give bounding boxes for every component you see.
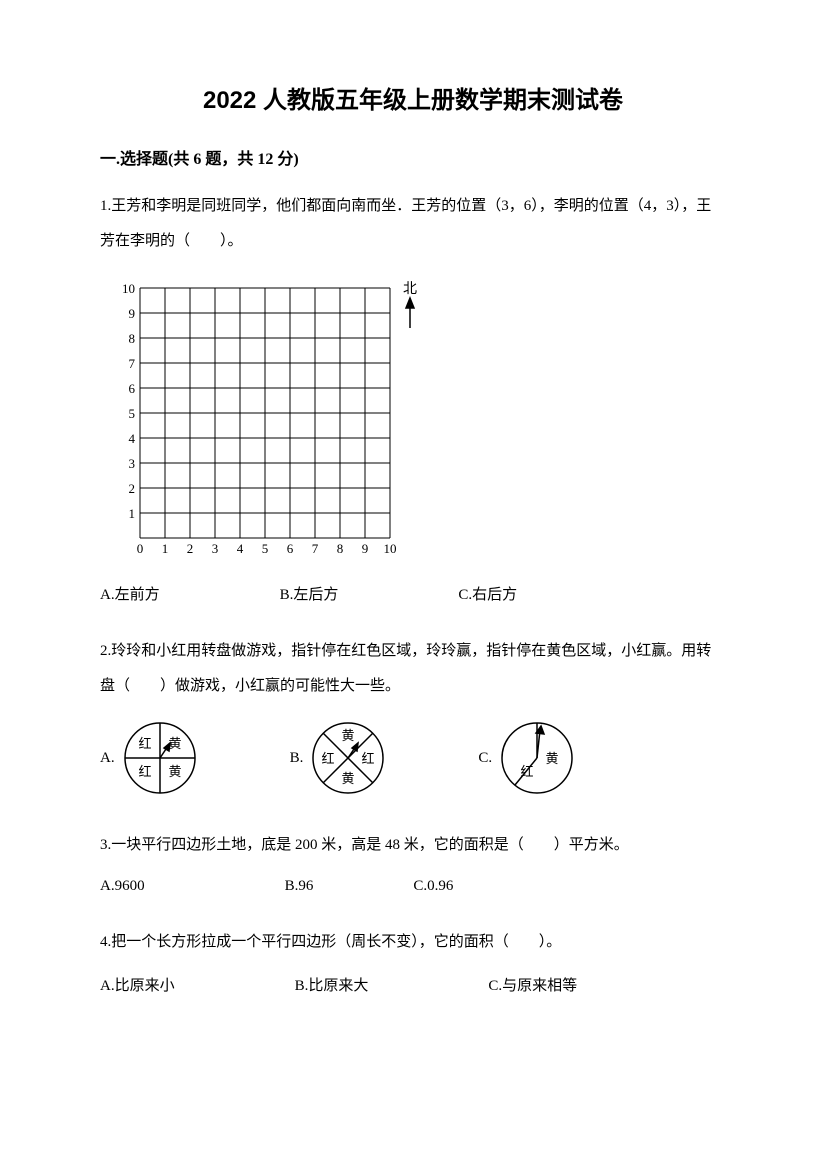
svg-text:9: 9 bbox=[129, 306, 136, 321]
option-b: B.比原来大 bbox=[295, 974, 369, 995]
spinner-b-label: B. bbox=[290, 750, 304, 767]
page-title: 2022 人教版五年级上册数学期末测试卷 bbox=[100, 80, 726, 115]
option-b: B.左后方 bbox=[280, 583, 339, 604]
svg-text:2: 2 bbox=[187, 541, 194, 556]
svg-text:5: 5 bbox=[129, 406, 136, 421]
option-c: C.右后方 bbox=[458, 583, 517, 604]
svg-text:10: 10 bbox=[384, 541, 397, 556]
svg-text:红: 红 bbox=[138, 764, 151, 779]
svg-text:0: 0 bbox=[137, 541, 144, 556]
svg-text:黄: 黄 bbox=[342, 728, 355, 743]
spinner-a-label: A. bbox=[100, 750, 115, 767]
spinner-a: A. 红 黄 红 黄 bbox=[100, 718, 200, 798]
svg-text:红: 红 bbox=[362, 751, 375, 766]
svg-text:2: 2 bbox=[129, 481, 136, 496]
svg-text:北: 北 bbox=[403, 281, 417, 297]
spinner-b: B. 黄 红 红 黄 bbox=[290, 718, 389, 798]
svg-text:3: 3 bbox=[129, 456, 136, 471]
question-2-spinners: A. 红 黄 红 黄 B. 黄 红 红 黄 bbox=[100, 718, 726, 798]
option-a: A.比原来小 bbox=[100, 974, 175, 995]
svg-text:10: 10 bbox=[122, 281, 135, 296]
svg-text:1: 1 bbox=[129, 506, 136, 521]
question-4-options: A.比原来小 B.比原来大 C.与原来相等 bbox=[100, 974, 726, 995]
svg-text:8: 8 bbox=[337, 541, 344, 556]
option-c: C.0.96 bbox=[413, 878, 453, 895]
svg-text:红: 红 bbox=[322, 751, 335, 766]
svg-text:黄: 黄 bbox=[168, 764, 181, 779]
question-3-options: A.9600 B.96 C.0.96 bbox=[100, 878, 726, 895]
svg-text:7: 7 bbox=[129, 356, 136, 371]
svg-text:8: 8 bbox=[129, 331, 136, 346]
svg-text:5: 5 bbox=[262, 541, 269, 556]
svg-text:6: 6 bbox=[129, 381, 136, 396]
svg-text:4: 4 bbox=[129, 431, 136, 446]
question-3-text: 3.一块平行四边形土地，底是 200 米，高是 48 米，它的面积是（ ）平方米… bbox=[100, 828, 726, 863]
option-c: C.与原来相等 bbox=[488, 974, 577, 995]
spinner-c: C. 黄 红 bbox=[478, 718, 577, 798]
svg-text:3: 3 bbox=[212, 541, 219, 556]
option-a: A.9600 bbox=[100, 878, 145, 895]
question-2-text: 2.玲玲和小红用转盘做游戏，指针停在红色区域，玲玲赢，指针停在黄色区域，小红赢。… bbox=[100, 634, 726, 703]
option-a: A.左前方 bbox=[100, 583, 160, 604]
svg-text:6: 6 bbox=[287, 541, 294, 556]
svg-text:9: 9 bbox=[362, 541, 369, 556]
spinner-c-label: C. bbox=[478, 750, 492, 767]
question-1-options: A.左前方 B.左后方 C.右后方 bbox=[100, 583, 726, 604]
svg-text:4: 4 bbox=[237, 541, 244, 556]
svg-text:7: 7 bbox=[312, 541, 319, 556]
option-b: B.96 bbox=[285, 878, 314, 895]
svg-text:黄: 黄 bbox=[342, 771, 355, 786]
coordinate-grid-chart: 10 9 8 7 6 5 4 3 2 1 0 1 2 3 4 5 6 7 8 9… bbox=[110, 278, 726, 563]
question-1-text: 1.王芳和李明是同班同学，他们都面向南而坐．王芳的位置（3，6），李明的位置（4… bbox=[100, 189, 726, 258]
svg-text:红: 红 bbox=[138, 736, 151, 751]
svg-text:1: 1 bbox=[162, 541, 169, 556]
section-header: 一.选择题(共 6 题，共 12 分) bbox=[100, 145, 726, 169]
question-4-text: 4.把一个长方形拉成一个平行四边形（周长不变），它的面积（ ）。 bbox=[100, 925, 726, 960]
svg-text:红: 红 bbox=[521, 764, 534, 779]
svg-text:黄: 黄 bbox=[546, 751, 559, 766]
